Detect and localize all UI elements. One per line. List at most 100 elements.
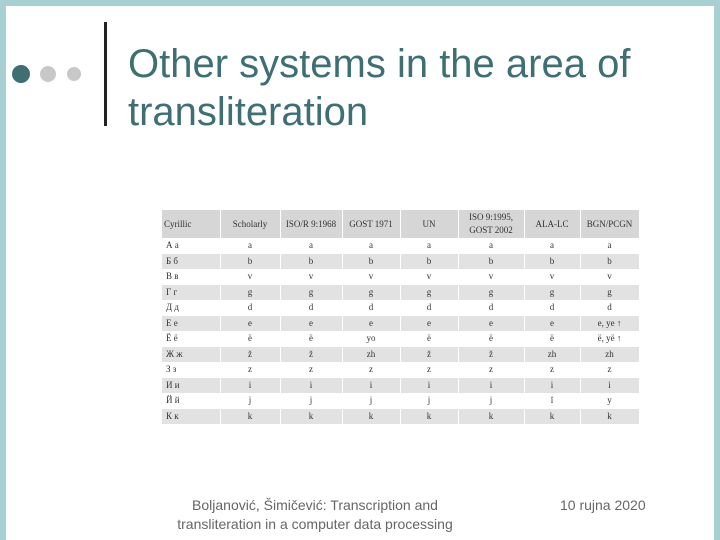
- table-cell: i: [524, 377, 581, 393]
- table-cell: yo: [342, 331, 401, 347]
- table-cell: ĭ: [524, 393, 581, 409]
- table-cell: j: [342, 393, 401, 409]
- table-cell: e: [524, 315, 581, 331]
- table-cell: y: [580, 393, 640, 409]
- table-cell: Й й: [162, 393, 221, 409]
- title-divider: [104, 22, 107, 126]
- table-row: Е е e e e e e e e, ye ↑: [162, 315, 640, 331]
- table-cell: e: [280, 315, 343, 331]
- table-cell: k: [220, 408, 281, 424]
- table-cell: a: [342, 238, 401, 254]
- table-cell: a: [280, 238, 343, 254]
- table-cell: j: [400, 393, 459, 409]
- table-cell: z: [280, 362, 343, 378]
- column-header: ALA-LC: [524, 210, 581, 238]
- table-cell: e: [342, 315, 401, 331]
- table-cell: k: [400, 408, 459, 424]
- table-cell: g: [342, 284, 401, 300]
- table-cell: З з: [162, 362, 221, 378]
- table-cell: j: [458, 393, 525, 409]
- footer-citation: Boljanović, Šimičević: Transcription and…: [177, 497, 453, 532]
- table-cell: ë: [524, 331, 581, 347]
- table-cell: А а: [162, 238, 221, 254]
- table-cell: Ж ж: [162, 346, 221, 362]
- table-cell: b: [458, 253, 525, 269]
- slide-title: Other systems in the area of translitera…: [128, 42, 631, 134]
- table-cell: g: [524, 284, 581, 300]
- bullet-dot-light: [40, 66, 56, 82]
- table-cell: ë: [280, 331, 343, 347]
- bullet-dot-dark: [12, 65, 30, 83]
- table-cell: z: [342, 362, 401, 378]
- table-cell: Б б: [162, 253, 221, 269]
- table-cell: v: [524, 269, 581, 285]
- table-cell: И и: [162, 377, 221, 393]
- column-header: Cyrillic: [162, 210, 221, 238]
- table-cell: z: [580, 362, 640, 378]
- table-cell: d: [342, 300, 401, 316]
- table-cell: z: [524, 362, 581, 378]
- column-header: ISO/R 9:1968: [280, 210, 343, 238]
- table-cell: e: [458, 315, 525, 331]
- table-cell: v: [280, 269, 343, 285]
- table-header-row: Cyrillic Scholarly ISO/R 9:1968 GOST 197…: [162, 210, 640, 238]
- table-cell: zh: [580, 346, 640, 362]
- table-cell: ž: [400, 346, 459, 362]
- table-cell: v: [458, 269, 525, 285]
- table-cell: g: [220, 284, 281, 300]
- table-cell: b: [524, 253, 581, 269]
- table-cell: d: [458, 300, 525, 316]
- table-cell: k: [458, 408, 525, 424]
- table-cell: ë: [458, 331, 525, 347]
- table-cell: g: [280, 284, 343, 300]
- table-row: Ё ё ë ë yo ë ë ë ë, yë ↑: [162, 331, 640, 347]
- table-cell: k: [580, 408, 640, 424]
- table-cell: z: [400, 362, 459, 378]
- table-cell: e: [400, 315, 459, 331]
- table-cell: a: [400, 238, 459, 254]
- table-cell: Д д: [162, 300, 221, 316]
- table-cell: zh: [342, 346, 401, 362]
- table-cell: v: [342, 269, 401, 285]
- table-cell: ë: [220, 331, 281, 347]
- column-header: UN: [400, 210, 459, 238]
- table-cell: e, ye ↑: [580, 315, 640, 331]
- table-cell: Ё ё: [162, 331, 221, 347]
- column-header: BGN/PCGN: [580, 210, 640, 238]
- column-header: ISO 9:1995, GOST 2002: [458, 210, 525, 238]
- table-cell: ž: [220, 346, 281, 362]
- table-cell: g: [458, 284, 525, 300]
- table-cell: e: [220, 315, 281, 331]
- column-header: GOST 1971: [342, 210, 401, 238]
- table-cell: v: [400, 269, 459, 285]
- table-cell: Е е: [162, 315, 221, 331]
- table-cell: d: [580, 300, 640, 316]
- table-cell: d: [524, 300, 581, 316]
- table-cell: a: [580, 238, 640, 254]
- table-cell: a: [458, 238, 525, 254]
- table-cell: i: [458, 377, 525, 393]
- column-header: Scholarly: [220, 210, 281, 238]
- transliteration-table: Cyrillic Scholarly ISO/R 9:1968 GOST 197…: [162, 210, 640, 424]
- table-row: Ж ж ž ž zh ž ž zh zh: [162, 346, 640, 362]
- table-cell: k: [342, 408, 401, 424]
- table-cell: i: [342, 377, 401, 393]
- table-cell: b: [580, 253, 640, 269]
- table-cell: d: [280, 300, 343, 316]
- table-cell: g: [400, 284, 459, 300]
- table-cell: z: [220, 362, 281, 378]
- table-cell: i: [400, 377, 459, 393]
- table-cell: j: [280, 393, 343, 409]
- table-cell: ž: [458, 346, 525, 362]
- table-cell: Г г: [162, 284, 221, 300]
- table-cell: ë: [400, 331, 459, 347]
